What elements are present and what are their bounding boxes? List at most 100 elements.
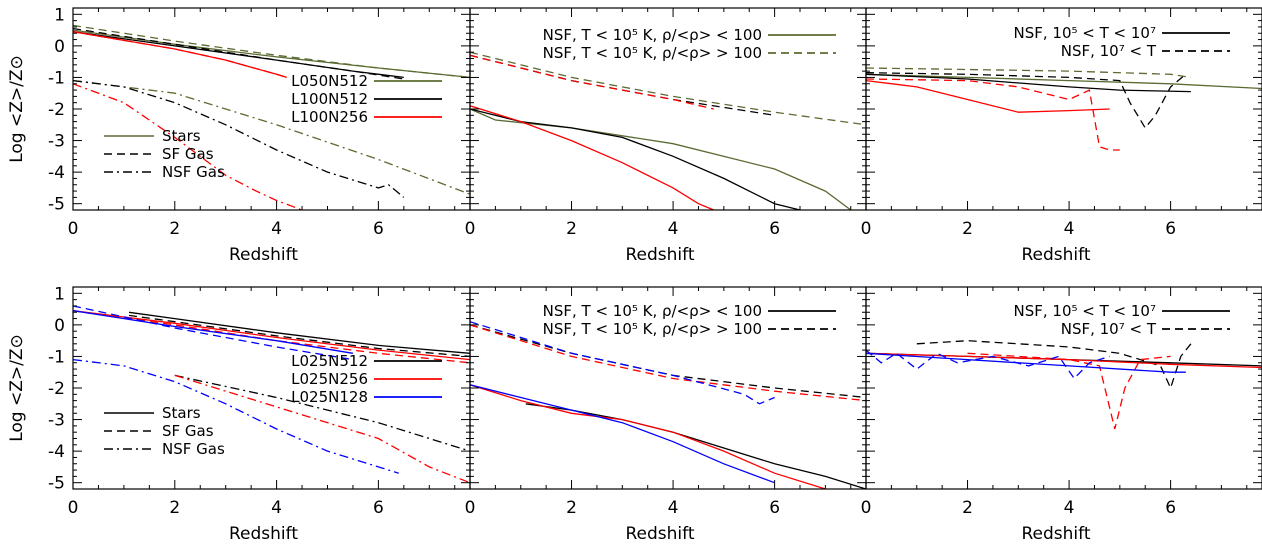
series-line-black-dashed <box>470 54 775 116</box>
x-tick-label: 0 <box>861 498 872 518</box>
series-line-blue-dashed <box>470 321 775 405</box>
series-line-red-dashdot <box>174 374 470 484</box>
y-tick-label: -1 <box>48 68 65 88</box>
x-tick-label: 6 <box>373 498 384 518</box>
series-line-blue-dashed <box>73 305 354 361</box>
series-line-black-dashdot <box>174 374 470 452</box>
series-line-red-dashdot <box>73 83 303 210</box>
x-tick-label: 0 <box>68 219 79 239</box>
y-tick-label: -5 <box>48 474 65 494</box>
plot-frame <box>72 286 471 490</box>
series-line-red-dashed <box>73 31 287 79</box>
series-line-red-dashed <box>470 54 714 110</box>
x-tick-label: 0 <box>465 498 476 518</box>
x-axis-label: Redshift <box>229 524 298 544</box>
legend-label: NSF, T < 10⁵ K, ρ/<ρ> > 100 <box>543 44 762 62</box>
x-tick-label: 2 <box>566 219 577 239</box>
y-tick-label: 0 <box>54 316 65 336</box>
legend-label: NSF Gas <box>162 163 225 181</box>
y-tick-label: -1 <box>48 347 65 367</box>
series-line-olive-dashed <box>470 51 866 126</box>
series-line-olive-dashed <box>866 67 1191 79</box>
series-line-red-dashed <box>470 324 866 402</box>
series-line-black-dashed <box>866 72 1187 130</box>
panel-bottom-left: 0 2 4 6 1 0 -1 -2 -3 -4 -5 Redshift Log <Z>/Z⊙ L025N5… <box>7 284 471 544</box>
x-tick-label: 4 <box>271 219 282 239</box>
legend-label: NSF, T < 10⁵ K, ρ/<ρ> < 100 <box>543 26 762 44</box>
x-tick-label: 6 <box>769 498 780 518</box>
x-tick-label: 2 <box>962 219 973 239</box>
legend-label: L100N512 <box>291 90 368 108</box>
series-line-olive-dashdot <box>73 79 470 195</box>
legend-label: NSF, 10⁵ < T < 10⁷ <box>1014 24 1156 42</box>
series-line-red-dashed <box>967 352 1171 430</box>
series-line-red-solid <box>866 79 1110 113</box>
panel-bottom-middle: 0 2 4 6 Redshift NSF, T < 10⁵ K, ρ/<ρ> < 100N… <box>465 286 867 544</box>
x-tick-label: 4 <box>668 498 679 518</box>
series-line-olive-solid <box>866 73 1262 90</box>
x-tick-label: 6 <box>1165 219 1176 239</box>
series-line-black-solid <box>525 403 866 489</box>
legend-label: L025N512 <box>291 352 368 370</box>
x-axis-label: Redshift <box>625 524 694 544</box>
series-line-black-dashdot <box>73 79 405 198</box>
legend-label: NSF Gas <box>162 440 225 458</box>
series-line-olive-solid <box>470 108 852 210</box>
y-tick-label: -2 <box>48 100 65 120</box>
legend-label: L100N256 <box>291 108 368 126</box>
x-tick-label: 2 <box>169 498 180 518</box>
x-tick-label: 0 <box>68 498 79 518</box>
series-line-olive-solid <box>73 29 470 79</box>
series-line-olive-dashed <box>73 24 470 79</box>
legend-label: L050N512 <box>291 72 368 90</box>
legend-label: NSF, T < 10⁵ K, ρ/<ρ> > 100 <box>543 320 762 338</box>
y-tick-label: 1 <box>54 5 65 25</box>
legend-label: NSF, 10⁷ < T <box>1061 42 1157 60</box>
y-tick-label: -4 <box>48 442 65 462</box>
series-line-blue-solid <box>470 384 775 484</box>
series-line-red-solid <box>470 105 714 210</box>
x-tick-label: 2 <box>566 498 577 518</box>
x-tick-label: 4 <box>1064 219 1075 239</box>
y-axis-label: Log <Z>/Z⊙ <box>7 55 27 163</box>
series-line-black-dashed <box>128 314 470 358</box>
y-tick-label: -5 <box>48 195 65 215</box>
legend-label: L025N128 <box>291 388 368 406</box>
legend-label: NSF, T < 10⁵ K, ρ/<ρ> < 100 <box>543 302 762 320</box>
legend-label: NSF, 10⁷ < T <box>1061 320 1157 338</box>
series-line-red-solid <box>73 310 470 361</box>
y-axis-label: Log <Z>/Z⊙ <box>7 334 27 442</box>
series-line-black-dashed <box>73 27 404 80</box>
legend-label: SF Gas <box>162 422 214 440</box>
series-line-black-solid <box>128 311 470 354</box>
series-line-blue-solid <box>73 310 354 354</box>
x-axis-label: Redshift <box>1021 245 1090 265</box>
series-line-black-solid <box>866 73 1191 93</box>
y-tick-label: 0 <box>54 37 65 57</box>
y-tick-label: 1 <box>54 284 65 304</box>
y-tick-label: -4 <box>48 163 65 183</box>
x-tick-label: 6 <box>769 219 780 239</box>
series-line-red-dashed <box>866 78 1120 151</box>
x-tick-label: 2 <box>962 498 973 518</box>
legend-label: Stars <box>162 127 201 145</box>
panel-top-middle: 0 2 4 6 Redshift NSF, T < 10⁵ K, ρ/<ρ> < 100N… <box>465 7 867 265</box>
series-line-black-solid <box>470 108 801 210</box>
legend-label: SF Gas <box>162 145 214 163</box>
panel-top-left: 0 2 4 6 1 0 -1 -2 -3 -4 -5 Redshift Log <Z>/Z⊙ L050N5… <box>7 5 471 265</box>
x-axis-label: Redshift <box>625 245 694 265</box>
x-tick-label: 4 <box>1064 498 1075 518</box>
series-line-black-solid <box>73 31 404 79</box>
legend-label: L025N256 <box>291 370 368 388</box>
legend-label: Stars <box>162 404 201 422</box>
x-tick-label: 6 <box>373 219 384 239</box>
y-tick-label: -3 <box>48 132 65 152</box>
x-tick-label: 0 <box>861 219 872 239</box>
x-tick-label: 4 <box>668 219 679 239</box>
series-line-blue-solid <box>866 352 1186 373</box>
x-axis-label: Redshift <box>229 245 298 265</box>
series-line-black-dashed <box>916 340 1192 390</box>
